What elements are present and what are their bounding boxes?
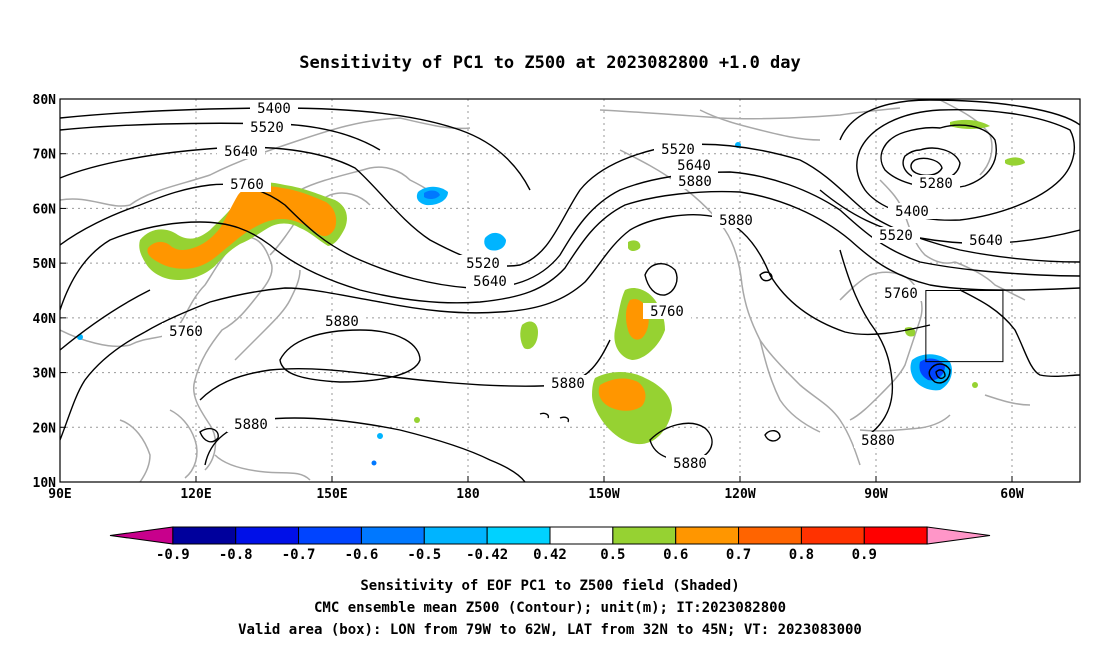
figure-title: Sensitivity of PC1 to Z500 at 2023082800… (299, 53, 801, 73)
lon-tick-label: 120W (724, 487, 755, 502)
colorbar-segment (612, 526, 677, 545)
lon-tick-label: 150W (588, 487, 619, 502)
colorbar-label: 0.6 (663, 547, 688, 563)
colorbar-label: -0.9 (156, 547, 190, 563)
colorbar-label: -0.6 (345, 547, 379, 563)
contour-label: 5400 (257, 101, 291, 117)
colorbar-label: -0.42 (466, 547, 508, 563)
shade-positive-small-3 (950, 119, 990, 129)
caption-line-2: CMC ensemble mean Z500 (Contour); unit(m… (314, 600, 786, 616)
colorbar-segment (423, 526, 488, 545)
contour-label: 5760 (884, 286, 918, 302)
contour-label: 5760 (169, 324, 203, 340)
contour-label: 5400 (895, 204, 929, 220)
colorbar-label: 0.42 (533, 547, 567, 563)
colorbar-label: -0.5 (407, 547, 441, 563)
shade-negative-aleutian-core (424, 190, 440, 200)
shade-negative-dot-6 (972, 382, 978, 388)
contour-label: 5880 (861, 433, 895, 449)
contour-label: 5880 (719, 213, 753, 229)
lon-tick-label: 120E (180, 487, 211, 502)
lat-tick-label: 40N (33, 312, 57, 327)
colorbar-label: -0.7 (282, 547, 316, 563)
contour-label: 5520 (250, 120, 284, 136)
colorbar-segment (863, 526, 928, 545)
shade-negative-dot-2 (377, 433, 383, 439)
contour-label: 5760 (230, 177, 264, 193)
lat-tick-label: 60N (33, 202, 57, 217)
caption-line-1: Sensitivity of EOF PC1 to Z500 field (Sh… (360, 578, 739, 594)
colorbar-segment (172, 526, 237, 545)
colorbar-segment (549, 526, 614, 545)
lat-tick-label: 70N (33, 148, 57, 163)
contour-labels: 5400 5520 5640 5760 5520 5640 5760 5880 … (162, 100, 1010, 472)
contour-label: 5880 (678, 174, 712, 190)
colorbar-segment (738, 526, 802, 545)
contour-label: 5520 (466, 256, 500, 272)
lon-tick-label: 150E (316, 487, 347, 502)
colorbar-label: 0.5 (600, 547, 625, 563)
contour-label: 5640 (473, 274, 507, 290)
shade-negative-dot-5 (414, 417, 420, 423)
contour-label: 5640 (224, 144, 258, 160)
contour-label: 5880 (234, 417, 268, 433)
lon-tick-label: 90W (864, 487, 888, 502)
contour-label: 5880 (325, 314, 359, 330)
lat-tick-label: 30N (33, 367, 57, 382)
shade-positive-small-2 (628, 240, 641, 251)
lon-tick-label: 90E (48, 487, 71, 502)
lat-tick-label: 50N (33, 257, 57, 272)
shade-negative-dot-3 (371, 460, 377, 466)
shade-positive-small-4 (1005, 157, 1025, 166)
axis-ticks: 90E 120E 150E 180 150W 120W 90W 60W 80N 70N 60N 50N… (33, 93, 1024, 502)
lat-tick-label: 20N (33, 421, 57, 436)
lat-tick-label: 80N (33, 93, 57, 108)
contour-label: 5640 (969, 233, 1003, 249)
contour-label: 5520 (661, 142, 695, 158)
colorbar-label: 0.9 (852, 547, 877, 563)
map-frame (59, 98, 1081, 483)
colorbar-segment (486, 526, 551, 545)
colorbar-label: -0.8 (219, 547, 253, 563)
map-panel: 5400 5520 5640 5760 5520 5640 5760 5880 … (33, 93, 1081, 502)
colorbar-segment (360, 526, 425, 545)
contour-label: 5640 (677, 158, 711, 174)
colorbar-label: 0.8 (789, 547, 814, 563)
shade-orange-subtropics (598, 378, 646, 411)
valid-area-box (925, 290, 1004, 363)
contour-label: 5520 (879, 228, 913, 244)
colorbar-segment (675, 526, 740, 545)
shade-negative-gulf-alaska (484, 232, 506, 251)
contour-label: 5880 (673, 456, 707, 472)
colorbar-segment (926, 526, 991, 545)
colorbar-label: 0.7 (726, 547, 751, 563)
lon-tick-label: 60W (1000, 487, 1024, 502)
colorbar-segment (109, 526, 174, 545)
colorbar: -0.9 -0.8 -0.7 -0.6 -0.5 -0.42 0.42 0.5 0.6 0.7 0.… (109, 526, 991, 563)
contour-label: 5880 (551, 376, 585, 392)
colorbar-segment (800, 526, 865, 545)
lat-tick-label: 10N (33, 476, 57, 491)
contour-label: 5280 (919, 176, 953, 192)
shade-orange-asia (147, 185, 337, 269)
shade-positive-small-1 (520, 321, 538, 350)
lon-tick-label: 180 (456, 487, 480, 502)
colorbar-segment (298, 526, 362, 545)
caption-line-3: Valid area (box): LON from 79W to 62W, L… (238, 622, 862, 638)
colorbar-segment (235, 526, 300, 545)
contour-label: 5760 (650, 304, 684, 320)
